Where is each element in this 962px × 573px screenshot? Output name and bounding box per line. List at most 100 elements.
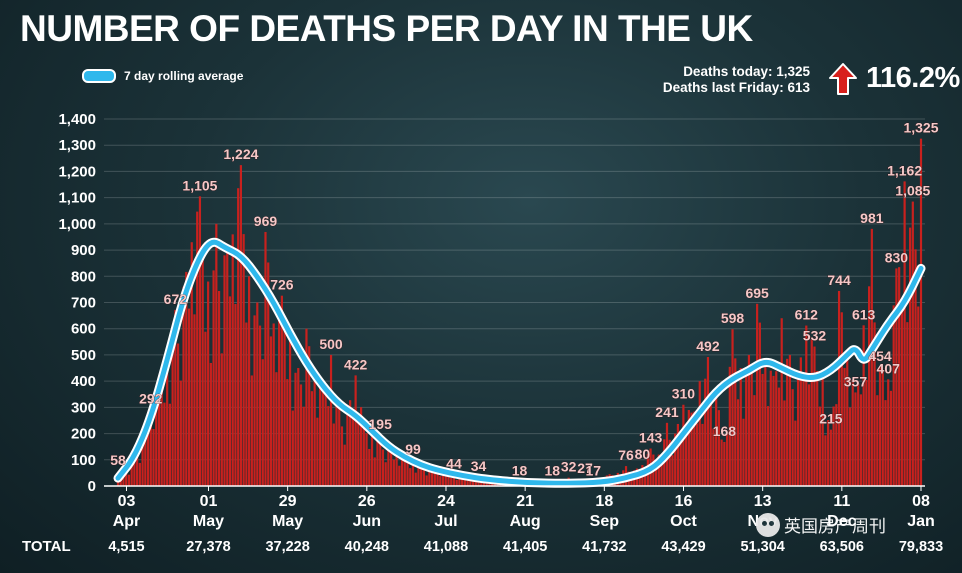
data-label: 492 [696,338,720,354]
bar [231,234,234,486]
bar [813,346,816,486]
bar [168,403,171,486]
bar [687,409,690,486]
bar [187,308,191,486]
x-tick-month: Apr [113,513,141,530]
bar [439,476,442,486]
bar [881,371,884,486]
x-tick-day: 18 [595,493,613,510]
bar [305,328,308,486]
bar [354,375,357,486]
page-title: NUMBER OF DEATHS PER DAY IN THE UK [20,8,753,49]
bar [461,475,464,486]
bar [182,286,185,486]
bar [234,303,237,486]
bar [302,406,305,486]
bar [638,471,641,486]
bar [630,476,633,486]
bar [854,392,857,486]
bar [674,433,677,486]
data-label: 168 [713,423,737,439]
bar [308,346,311,486]
x-tick-month: Dec [827,513,856,530]
bar [185,271,188,486]
bar [873,322,876,486]
y-tick-label: 400 [71,373,96,390]
bar [720,439,723,486]
data-label: 292 [139,390,163,406]
bar [821,375,824,486]
x-tick-month: May [272,513,303,530]
data-label: 726 [270,277,294,293]
bar [411,460,415,486]
x-tick-day: 29 [279,493,297,510]
bar [444,472,447,486]
bar [403,457,406,486]
total-value: 79,833 [899,539,943,555]
total-value: 41,088 [424,539,468,555]
bar [267,262,270,486]
bar [772,375,775,486]
total-value: 4,515 [108,539,144,555]
bar [316,417,319,486]
bar [144,429,147,486]
bar [166,349,169,486]
x-tick-month: Aug [510,513,541,530]
y-tick-label: 500 [71,347,96,364]
bar [788,354,791,486]
bar [338,407,341,486]
bar [829,429,832,486]
x-tick-month: Jan [907,513,935,530]
rolling-average-line [115,239,924,486]
x-tick-day: 11 [833,493,850,510]
bar [400,456,404,486]
total-value: 43,429 [661,539,705,555]
x-tick-day: 13 [754,493,772,510]
bar [237,188,240,486]
bar [220,353,223,486]
data-label: 18 [544,462,560,478]
bar [701,423,704,486]
bar [335,400,338,486]
bar [155,390,158,486]
bar [351,409,354,486]
bar [346,412,349,486]
bar [739,368,742,486]
bar [294,372,297,486]
bar [676,423,680,486]
bar [824,435,827,486]
bar [769,370,772,486]
x-tick-month: Sep [590,513,620,530]
y-tick-label: 1,200 [58,163,96,180]
bar [685,433,688,486]
bar [892,305,895,486]
bar [756,303,759,486]
bar [398,465,401,486]
bar [876,395,879,486]
bar [242,234,245,486]
bar [409,468,412,486]
bar [671,455,674,486]
bar [373,457,376,486]
data-label: 18 [512,462,528,478]
bar [837,290,841,486]
bar [248,276,251,486]
x-tick-month: Jun [353,513,381,530]
bar [848,407,852,486]
bar [734,358,737,486]
bar [690,412,693,486]
bar [149,409,152,486]
bar [291,410,294,486]
bar [313,381,316,486]
data-label: 1,224 [223,146,258,162]
bar [862,325,865,486]
bar [859,394,863,486]
bar [764,360,767,486]
bar [906,322,909,486]
bar [171,341,174,486]
bar [414,472,417,486]
bar [745,373,748,486]
bar [474,479,477,486]
bar [851,379,854,486]
bar [384,462,387,486]
